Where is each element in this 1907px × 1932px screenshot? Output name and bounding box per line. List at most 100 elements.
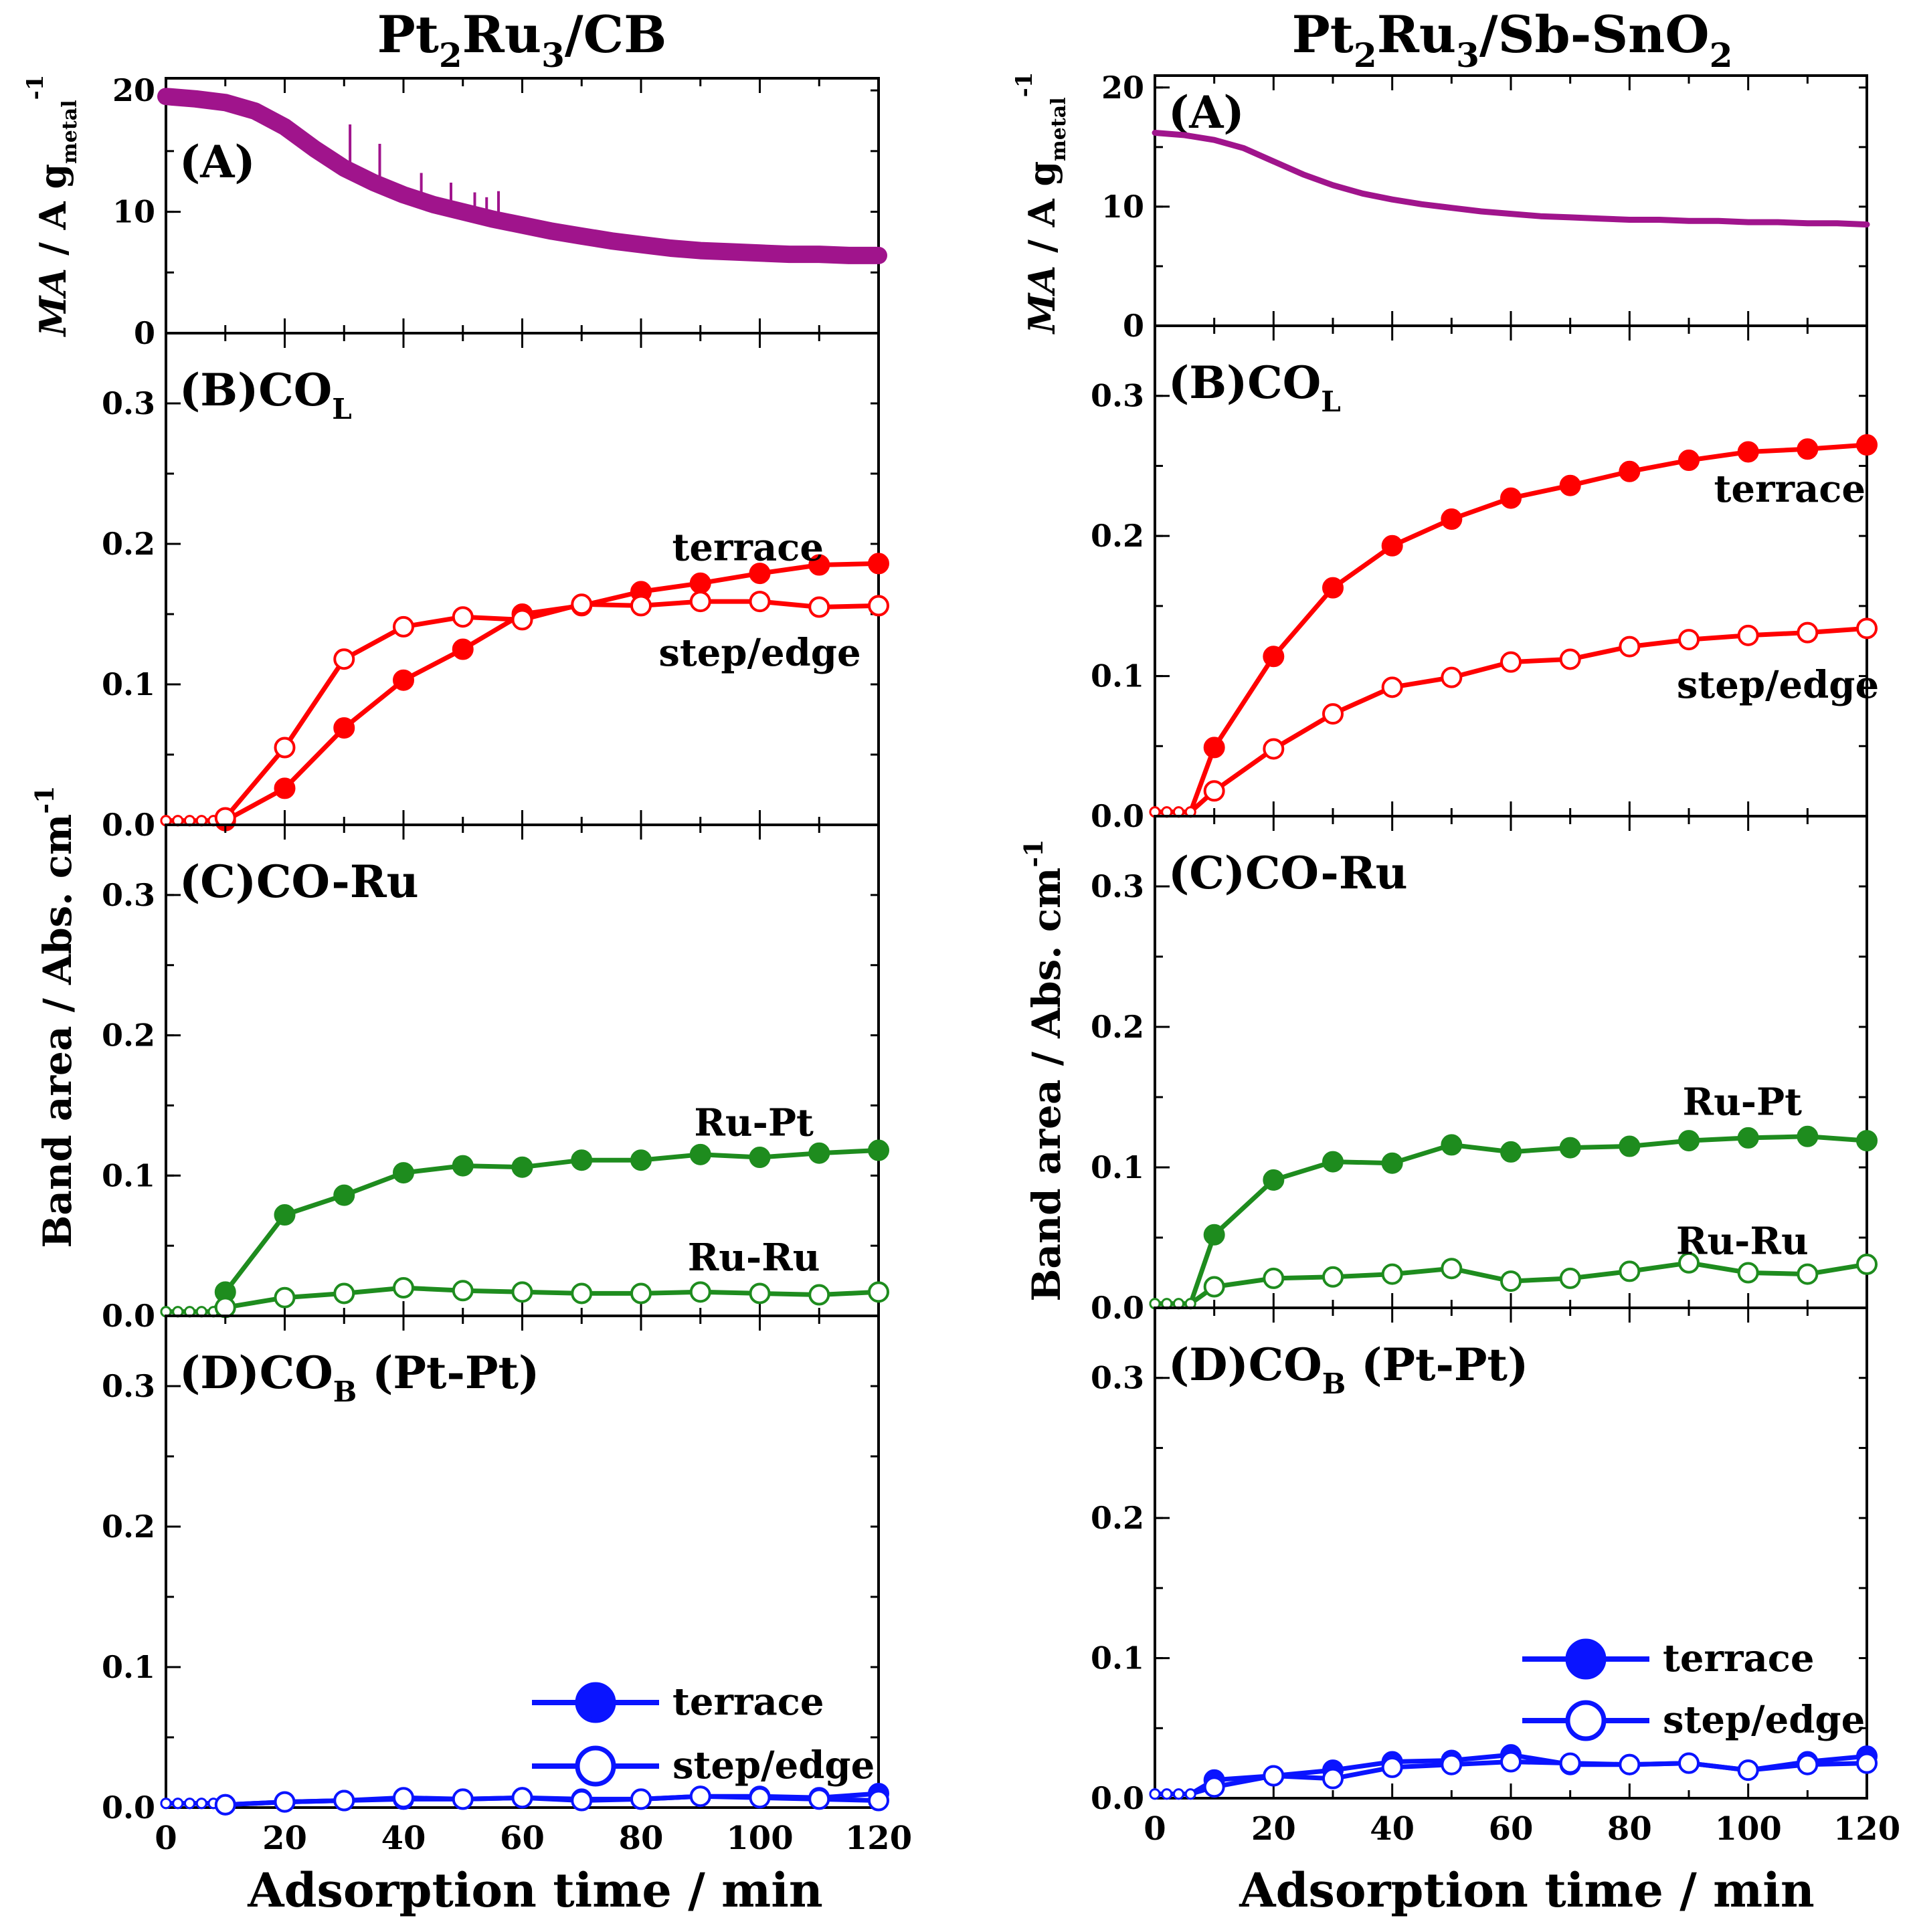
data-point-Ru-Ru <box>1322 1266 1344 1288</box>
panel-label-text: (D)CO <box>1168 1339 1322 1391</box>
data-point-Ru-Pt <box>393 1162 414 1184</box>
panel-label: (D)COB (Pt-Pt) <box>179 1347 539 1408</box>
y-axis-label-ma: MA <box>1020 266 1063 335</box>
data-point-Ru-Ru <box>1381 1263 1403 1285</box>
data-point-Ru-Pt <box>808 1142 830 1164</box>
data-point-Ru-Ru <box>1619 1260 1641 1282</box>
data-point-step-edge <box>1322 703 1344 725</box>
data-point-step-edge <box>452 1788 474 1810</box>
legend-marker <box>1565 1700 1607 1741</box>
data-point <box>160 1798 172 1810</box>
data-point-Ru-Ru <box>333 1282 355 1305</box>
data-point-step-edge <box>1797 1753 1819 1775</box>
data-point-step-edge <box>1203 1776 1225 1798</box>
y-tick-label: 0.0 <box>1091 1780 1144 1816</box>
annotation-terrace: terrace <box>672 525 824 569</box>
x-tick-label: 80 <box>1607 1810 1652 1848</box>
data-point-step-edge <box>630 595 652 617</box>
y-tick-label: 20 <box>112 72 155 108</box>
data-point-step-edge <box>511 609 533 631</box>
panel-d: 0 20 40 60 80 100 120 0.0 0.1 0.2 0.3 (D)COB (Pt-Pt… <box>102 1315 912 1857</box>
panel-label-text: (B)CO <box>1168 357 1321 409</box>
x-tick-label: 40 <box>1370 1810 1415 1848</box>
panel-a: 0 10 20 (A) <box>1101 70 1870 344</box>
data-point-step-edge <box>868 595 889 617</box>
data-point-Ru-Ru <box>511 1281 533 1303</box>
data-point-Ru-Pt <box>452 1155 474 1177</box>
legend-label: step/edge <box>672 1743 875 1788</box>
data-point-Ru-Ru <box>452 1280 474 1302</box>
y-tick-label: 0.2 <box>102 1509 155 1545</box>
legend-marker <box>575 1682 616 1723</box>
y-axis-label-mass-activity: MA / A gmetal -1 <box>1011 72 1071 335</box>
data-point-Ru-Pt <box>511 1156 533 1178</box>
annotation-terrace: terrace <box>1714 467 1866 511</box>
data-point-terrace <box>1559 474 1581 496</box>
y-tick-label: 0.0 <box>102 807 155 843</box>
y-axis-label-subscript: metal <box>1047 97 1071 161</box>
data-point-Ru-Ru <box>1441 1258 1463 1280</box>
data-point-step-edge <box>511 1787 533 1809</box>
y-axis-label-superscript: -1 <box>29 785 60 813</box>
panel-d: 0 20 40 60 80 100 120 0.0 0.1 0.2 0.3 (D)COB (Pt-Pt… <box>1091 1307 1900 1848</box>
title-subscript: 3 <box>541 35 565 75</box>
data-point-step-edge <box>1559 1752 1581 1774</box>
title-text: /CB <box>565 5 666 64</box>
panel-label-text: (C)CO-Ru <box>179 856 419 908</box>
y-tick-label: 0.1 <box>102 1157 155 1193</box>
y-tick-label: 0.0 <box>102 1790 155 1826</box>
data-point-Ru-Ru <box>630 1282 652 1305</box>
data-point-Ru-Ru <box>214 1296 236 1319</box>
data-point-terrace <box>333 717 355 739</box>
panel-label-text: (D)CO <box>179 1347 333 1399</box>
x-tick-label: 100 <box>726 1820 793 1857</box>
data-point-terrace <box>868 553 889 575</box>
data-point-terrace <box>749 563 771 585</box>
data-point-Ru-Ru <box>1856 1253 1878 1275</box>
data-point-step-edge <box>630 1788 652 1810</box>
x-tick-label: 40 <box>381 1820 426 1857</box>
data-point-step-edge <box>1797 621 1819 644</box>
data-point-step-edge <box>689 1785 711 1808</box>
data-point-terrace <box>1322 577 1344 599</box>
data-point-Ru-Ru <box>749 1282 771 1305</box>
x-tick-label: 120 <box>845 1820 912 1857</box>
y-tick-label: 10 <box>1101 189 1144 225</box>
data-point-step-edge <box>393 615 414 638</box>
data-point-step-edge <box>1441 1753 1463 1775</box>
data-point-step-edge <box>1737 1759 1759 1781</box>
ma-trace <box>1152 130 1870 228</box>
data-point-step-edge <box>1856 1752 1878 1774</box>
x-tick-label: 120 <box>1833 1810 1900 1848</box>
x-tick-label: 60 <box>500 1820 545 1857</box>
data-point-step-edge <box>749 591 771 613</box>
data-point-Ru-Pt <box>1678 1130 1700 1152</box>
data-point-Ru-Pt <box>630 1149 652 1171</box>
panel-a: 0 10 20 (A) <box>112 72 887 351</box>
data-point <box>1161 1788 1173 1800</box>
data-point-step-edge <box>1737 624 1759 646</box>
data-point-step-edge <box>333 1790 355 1812</box>
data-point-step-edge <box>1678 1752 1700 1774</box>
title-text: Ru <box>462 5 541 64</box>
data-point-terrace <box>1797 438 1819 460</box>
legend-marker <box>1565 1638 1607 1680</box>
y-tick-label: 0.0 <box>1091 1290 1144 1326</box>
data-point-Ru-Pt <box>1263 1169 1285 1191</box>
data-point-Ru-Pt <box>1381 1152 1403 1174</box>
data-point-step-edge <box>1559 648 1581 670</box>
y-tick-label: 0.0 <box>102 1298 155 1334</box>
data-point <box>1184 1788 1196 1800</box>
y-tick-label: 0.2 <box>1091 1009 1144 1045</box>
annotation-step-edge: step/edge <box>1677 663 1879 707</box>
data-point-Ru-Pt <box>1441 1134 1463 1156</box>
data-point-step-edge <box>1381 676 1403 698</box>
y-axis-label-band-area: Band area / Abs. cm-1 <box>1018 839 1069 1301</box>
y-tick-label: 20 <box>1101 70 1144 106</box>
x-tick-label: 0 <box>1144 1810 1166 1848</box>
y-tick-label: 0.3 <box>102 1368 155 1404</box>
y-axis-label-band-area-text: Band area / Abs. cm <box>35 814 80 1248</box>
column-title: Pt2Ru3/Sb-SnO2 <box>1292 5 1733 75</box>
data-point-step-edge <box>274 1791 296 1813</box>
data-point-terrace <box>393 669 414 691</box>
